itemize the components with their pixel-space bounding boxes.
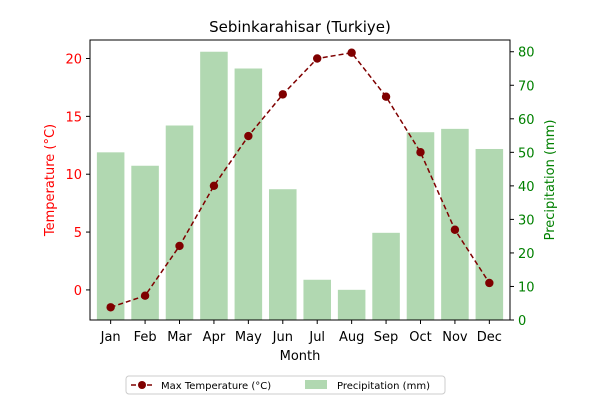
x-tick-label: Jun [272, 330, 293, 345]
x-tick-label: Nov [442, 330, 468, 345]
x-tick-label: Aug [339, 330, 364, 345]
x-tick-label: Mar [167, 330, 192, 345]
temperature-point [106, 303, 115, 312]
x-tick-label: Sep [374, 330, 399, 345]
temperature-point [381, 92, 391, 101]
legend: Max Temperature (°C) Precipitation (mm) [125, 375, 446, 395]
right-axis-label: Precipitation (mm) [543, 120, 558, 241]
left-tick-label: 15 [65, 110, 82, 125]
temperature-point [313, 54, 322, 63]
precipitation-bar [406, 132, 435, 320]
legend-label-precipitation: Precipitation (mm) [337, 381, 430, 392]
precipitation-bar [303, 279, 331, 320]
temperature-point [278, 90, 287, 99]
left-axis-label: Temperature (°C) [43, 124, 58, 237]
temperature-point [416, 148, 425, 157]
precipitation-bar [337, 289, 366, 320]
temperature-point [140, 291, 150, 300]
right-axis-ticks: 0 10 20 30 40 50 60 70 80 [510, 46, 535, 329]
right-tick-label: 0 [518, 314, 526, 329]
right-tick-label: 50 [518, 146, 535, 161]
left-tick-label: 10 [65, 168, 82, 183]
temperature-point [485, 278, 494, 288]
precipitation-bar [269, 189, 297, 320]
temperature-point [175, 241, 184, 251]
plot-frame [89, 39, 511, 321]
x-tick-label: May [235, 330, 262, 345]
precipitation-bar [96, 152, 125, 320]
x-axis-label: Month [280, 349, 321, 364]
x-tick-label: Jan [100, 330, 121, 345]
precipitation-bar [165, 125, 194, 321]
line-layer [106, 48, 494, 312]
precipitation-bar [475, 148, 504, 320]
left-tick-label: 0 [74, 284, 82, 299]
precipitation-bar [234, 68, 263, 320]
right-tick-label: 70 [518, 79, 535, 94]
x-tick-label: Feb [134, 330, 157, 345]
x-tick-label: Apr [203, 330, 226, 345]
left-tick-label: 5 [74, 226, 82, 241]
right-tick-label: 60 [518, 113, 535, 128]
left-axis-ticks: 0 5 10 15 20 [65, 53, 90, 299]
temperature-line [110, 51, 490, 308]
x-tick-label: Dec [477, 330, 502, 345]
x-tick-label: Oct [409, 330, 431, 345]
right-tick-label: 20 [518, 247, 535, 262]
right-tick-label: 40 [518, 180, 535, 195]
legend-label-temperature: Max Temperature (°C) [161, 381, 271, 392]
left-tick-label: 20 [65, 53, 82, 68]
legend-marker-swatch [138, 381, 146, 389]
precipitation-bar [441, 128, 469, 320]
temperature-point [209, 181, 219, 190]
bars-layer [96, 51, 504, 321]
precipitation-bar [372, 232, 400, 320]
temperature-point [450, 225, 460, 234]
x-tick-label: Jul [308, 330, 325, 345]
right-tick-label: 10 [518, 280, 535, 295]
legend-box [125, 375, 446, 395]
x-axis-ticks: Jan Feb Mar Apr May Jun Jul Aug Sep Oct Nov Dec [100, 320, 502, 345]
temperature-point [347, 48, 356, 57]
right-tick-label: 30 [518, 213, 535, 228]
right-tick-label: 80 [518, 46, 535, 61]
legend-bar-swatch [305, 380, 327, 389]
temperature-point [244, 131, 253, 141]
chart-title: Sebinkarahisar (Turkiye) [209, 18, 391, 36]
